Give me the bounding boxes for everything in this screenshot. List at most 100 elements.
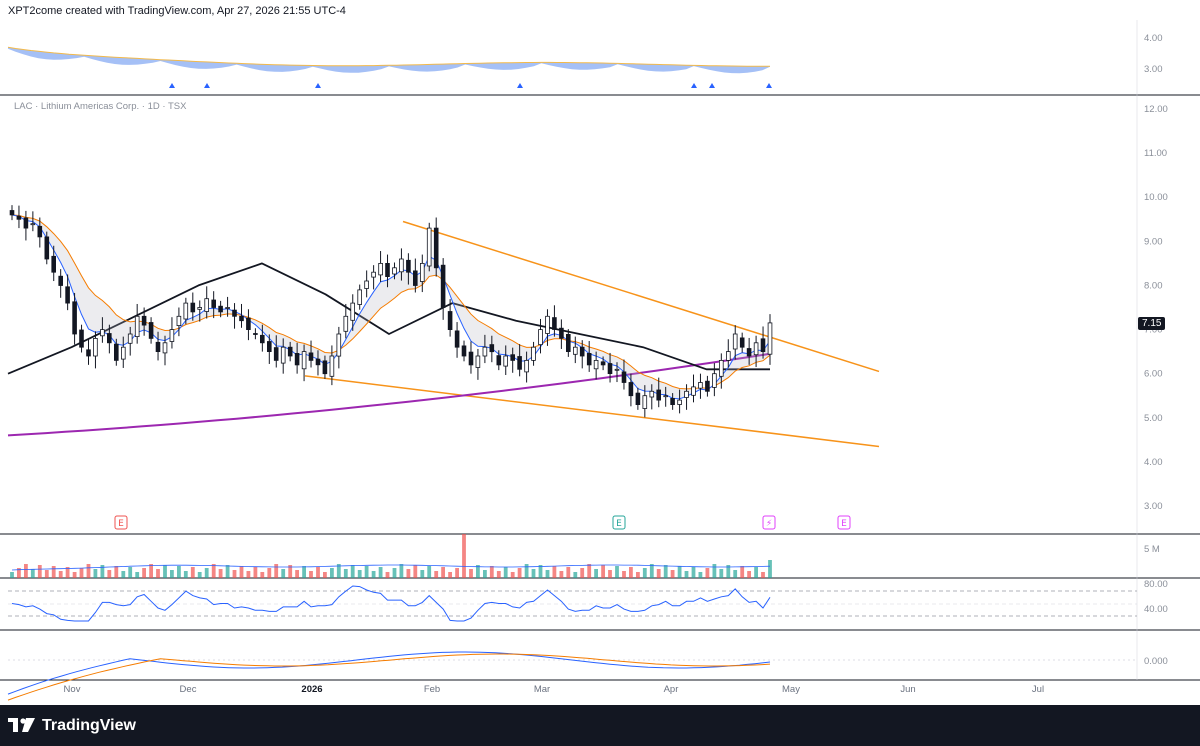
candle-body xyxy=(614,368,620,371)
rsi-axis-tick: 40.00 xyxy=(1144,604,1168,615)
candle xyxy=(287,341,293,362)
candle-body xyxy=(440,264,446,308)
price-axis-tick: 10.00 xyxy=(1144,192,1168,203)
volume-bar xyxy=(316,567,320,578)
candle-body xyxy=(162,342,168,354)
candle-body xyxy=(726,351,731,361)
candle xyxy=(607,352,613,383)
volume-bar xyxy=(163,565,167,578)
price-axis-tick: 7.00 xyxy=(1144,325,1163,336)
price-axis-tick: 4.00 xyxy=(1144,457,1163,468)
time-axis-tick: May xyxy=(782,684,800,695)
candle-body xyxy=(663,395,668,398)
candle-body xyxy=(322,360,328,375)
candle xyxy=(294,342,300,374)
candle-body xyxy=(642,395,648,409)
candle xyxy=(440,258,446,320)
candle-body xyxy=(649,390,655,398)
candle-body xyxy=(155,341,161,352)
volume-bar xyxy=(462,534,466,578)
event-marker-label: E xyxy=(118,519,124,529)
chart-canvas[interactable]: E E ⚡ E 12.00 11.00 10.00 9.00 8.00 7.00 6.00 5.00… xyxy=(0,0,1200,705)
volume-bar xyxy=(218,569,223,578)
candle-body xyxy=(691,386,696,396)
candle-body xyxy=(447,311,453,331)
event-marker: ⚡ xyxy=(762,515,776,530)
candle xyxy=(385,254,390,288)
candle-body xyxy=(573,346,578,355)
volume-bar xyxy=(649,564,654,578)
candle-body xyxy=(30,223,36,226)
candle xyxy=(656,377,661,408)
signal-arrow-icon xyxy=(766,83,772,88)
volume-bar xyxy=(496,571,501,578)
candle-body xyxy=(656,389,661,401)
candle xyxy=(44,231,50,265)
volume-bar xyxy=(232,570,237,578)
candle xyxy=(23,210,29,241)
candle-body xyxy=(559,327,564,339)
candle-body xyxy=(218,305,223,313)
volume-bar xyxy=(510,572,515,578)
price-axis-tick: 12.00 xyxy=(1144,104,1168,115)
volume-bar xyxy=(441,567,445,578)
volume-bar xyxy=(670,570,675,578)
volume-bar xyxy=(420,570,425,578)
candle xyxy=(127,326,133,356)
event-marker-label: E xyxy=(841,519,847,529)
candle xyxy=(726,339,731,368)
volume-pane xyxy=(10,534,772,578)
candle-body xyxy=(65,286,70,304)
candle xyxy=(524,351,529,383)
candle-body xyxy=(350,302,355,321)
candle-body xyxy=(635,392,641,406)
candle xyxy=(426,222,432,272)
volume-bar xyxy=(629,567,633,578)
chart-caption: XPT2come created with TradingView.com, A… xyxy=(8,5,346,17)
candle-body xyxy=(621,371,627,383)
candle xyxy=(767,314,773,365)
volume-bar xyxy=(698,572,703,578)
candle-body xyxy=(712,373,717,388)
volume-bar xyxy=(768,560,772,578)
symbol-title: LAC · Lithium Americas Corp. · 1D · TSX xyxy=(14,101,187,112)
candle-body xyxy=(760,338,766,352)
candle-body xyxy=(419,262,425,282)
macd-signal-line xyxy=(7,653,771,701)
candle-body xyxy=(329,355,335,377)
volume-bar xyxy=(385,572,390,578)
tradingview-logo[interactable]: TradingView xyxy=(8,717,136,735)
rsi-pane xyxy=(11,585,771,622)
volume-bar xyxy=(211,564,216,578)
volume-bar xyxy=(44,570,49,578)
candle xyxy=(468,341,474,374)
event-marker: E xyxy=(114,515,128,530)
candle xyxy=(16,205,22,229)
top-baseline-line xyxy=(7,46,770,67)
candle xyxy=(280,338,286,374)
volume-bar xyxy=(726,565,731,578)
candle xyxy=(412,258,418,293)
candle-body xyxy=(739,337,745,348)
volume-bar xyxy=(65,567,70,578)
candle xyxy=(635,387,641,410)
candle xyxy=(114,338,119,366)
candle xyxy=(239,303,244,328)
signal-arrow-icon xyxy=(315,83,321,88)
candle-body xyxy=(607,363,613,375)
candle xyxy=(211,291,217,319)
candle-body xyxy=(232,309,237,317)
candle-body xyxy=(392,267,397,275)
candle-body xyxy=(183,302,189,320)
candle-body xyxy=(253,333,258,335)
price-axis-tick: 11.00 xyxy=(1144,148,1167,159)
volume-bar xyxy=(197,572,202,578)
candle-body xyxy=(461,345,467,357)
volume-bar xyxy=(545,570,550,578)
candle-body xyxy=(364,280,369,289)
event-marker-box xyxy=(837,515,851,530)
volume-bar xyxy=(684,571,689,578)
candle xyxy=(329,345,335,386)
candle-body xyxy=(114,343,119,361)
volume-bar xyxy=(343,569,348,578)
